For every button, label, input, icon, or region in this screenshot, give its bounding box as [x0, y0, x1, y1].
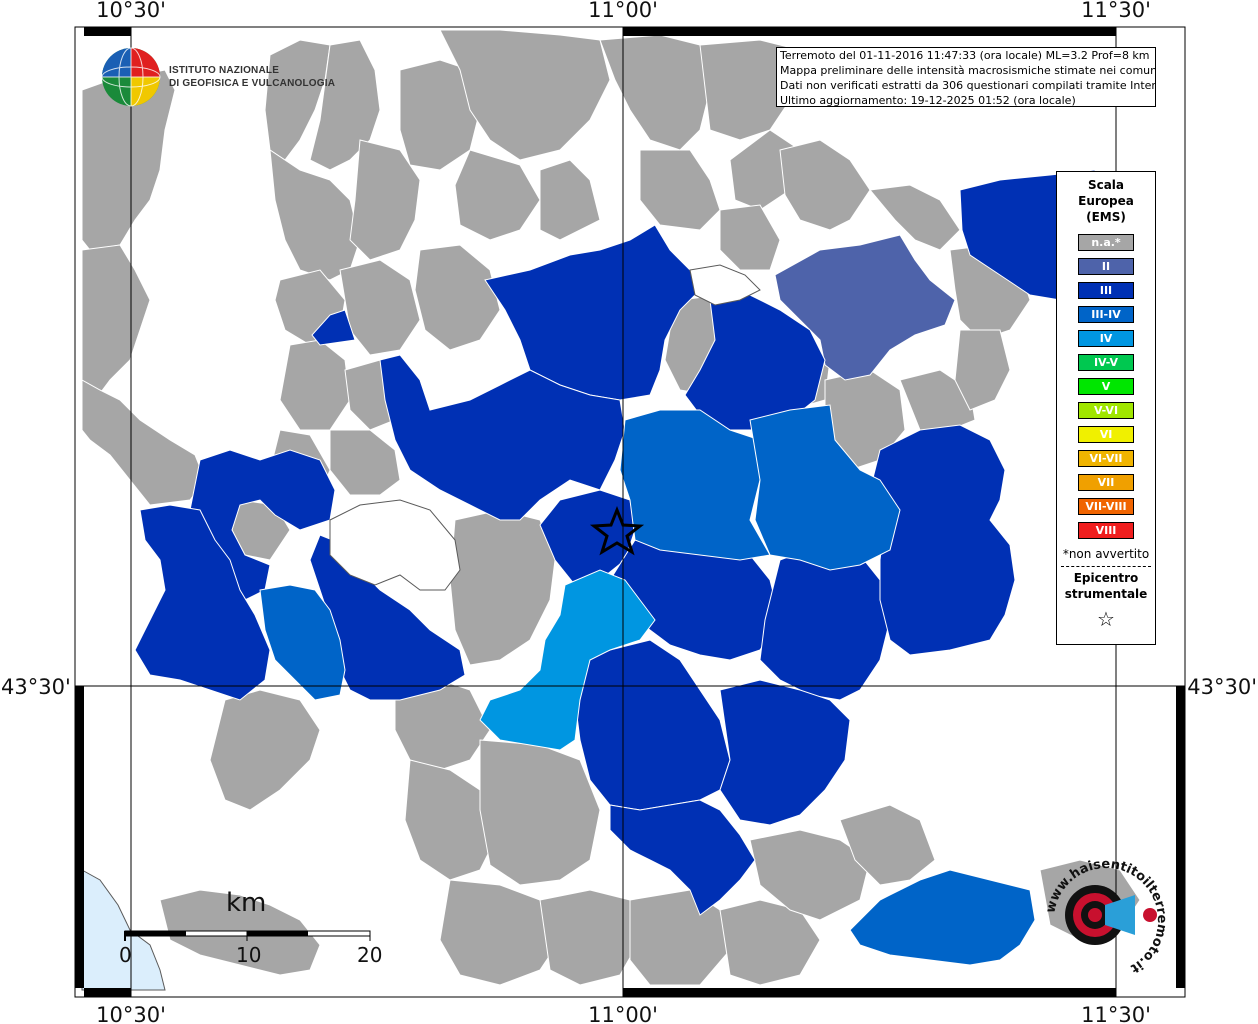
legend-item: III-IV	[1078, 306, 1134, 323]
intensity-iii-areas	[134, 169, 1101, 916]
coord-lon-left-bottom: 10°30'	[96, 1003, 166, 1024]
intensity-iii-iv-areas	[259, 404, 1036, 966]
coord-lat-left: 43°30'	[1, 675, 71, 699]
legend-item: IV-V	[1078, 354, 1134, 371]
scale-tick-20: 20	[357, 943, 383, 967]
legend-items: n.a.* II III III-IV IV IV-V V V-VI VI VI-VII VII VI…	[1057, 234, 1155, 539]
earthquake-info-box: Terremoto del 01-11-2016 11:47:33 (ora l…	[776, 47, 1156, 107]
scale-bar	[124, 930, 371, 941]
legend-note: *non avvertito	[1062, 547, 1150, 561]
ingv-globe-icon	[101, 47, 161, 107]
scale-tick-0: 0	[119, 943, 132, 967]
legend-item: VIII	[1078, 522, 1134, 539]
legend-epicenter-line2: strumentale	[1064, 587, 1148, 601]
coord-lon-center-top: 11°00'	[588, 0, 658, 22]
ingv-name-line2: DI GEOFISICA E VULCANOLOGIA	[169, 78, 336, 89]
info-line-map: Mappa preliminare delle intensità macros…	[780, 64, 1156, 77]
legend-item: V	[1078, 378, 1134, 395]
ingv-name-line1: ISTITUTO NAZIONALE	[169, 65, 280, 76]
legend-title-line1: Scala	[1087, 178, 1125, 192]
ems-legend: Scala Europea (EMS) n.a.* II III III-IV IV IV…	[1056, 171, 1156, 645]
info-line-data: Dati non verificati estratti da 306 ques…	[780, 79, 1156, 92]
legend-title-line3: (EMS)	[1086, 210, 1126, 224]
scale-tick-10: 10	[236, 943, 262, 967]
legend-item: III	[1078, 282, 1134, 299]
svg-text:www.haisentitoilterremoto.it: www.haisentitoilterremoto.it	[1046, 860, 1166, 976]
ingv-name: ISTITUTO NAZIONALE DI GEOFISICA E VULCAN…	[169, 64, 335, 90]
haisentito-brand: www.haisentitoilterremoto.it	[1046, 860, 1166, 976]
legend-title: Scala Europea (EMS)	[1057, 177, 1155, 225]
target-with-speaker-icon	[1065, 885, 1157, 945]
coord-lon-center-bottom: 11°00'	[588, 1003, 658, 1024]
lake-area-2	[689, 264, 761, 306]
intensity-iv-area	[479, 569, 656, 751]
legend-item: II	[1078, 258, 1134, 275]
legend-separator	[1061, 566, 1151, 567]
coord-lat-right: 43°30'	[1187, 675, 1257, 699]
info-line-event: Terremoto del 01-11-2016 11:47:33 (ora l…	[780, 49, 1150, 62]
legend-item: V-VI	[1078, 402, 1134, 419]
intensity-ii-area	[774, 234, 956, 381]
legend-item: VI-VII	[1078, 450, 1134, 467]
brand-text: www.haisentitoilterremoto.it	[1046, 860, 1166, 976]
lake-area	[329, 499, 461, 591]
coord-lon-right-bottom: 11°30'	[1081, 1003, 1151, 1024]
legend-title-line2: Europea	[1078, 194, 1134, 208]
legend-item: IV	[1078, 330, 1134, 347]
legend-item: VII-VIII	[1078, 498, 1134, 515]
epicenter-star-icon	[589, 505, 645, 556]
coord-lon-left-top: 10°30'	[96, 0, 166, 22]
legend-item: VII	[1078, 474, 1134, 491]
legend-item: n.a.*	[1078, 234, 1134, 251]
coord-lon-right-top: 11°30'	[1081, 0, 1151, 22]
legend-star-icon: ☆	[1097, 607, 1115, 631]
info-line-update: Ultimo aggiornamento: 19-12-2025 01:52 (…	[780, 94, 1076, 107]
legend-epicenter-label: Epicentro strumentale	[1057, 570, 1155, 602]
map-frame	[74, 26, 1186, 998]
legend-epicenter-line1: Epicentro	[1073, 571, 1139, 585]
scale-unit: km	[226, 888, 267, 918]
legend-item: VI	[1078, 426, 1134, 443]
